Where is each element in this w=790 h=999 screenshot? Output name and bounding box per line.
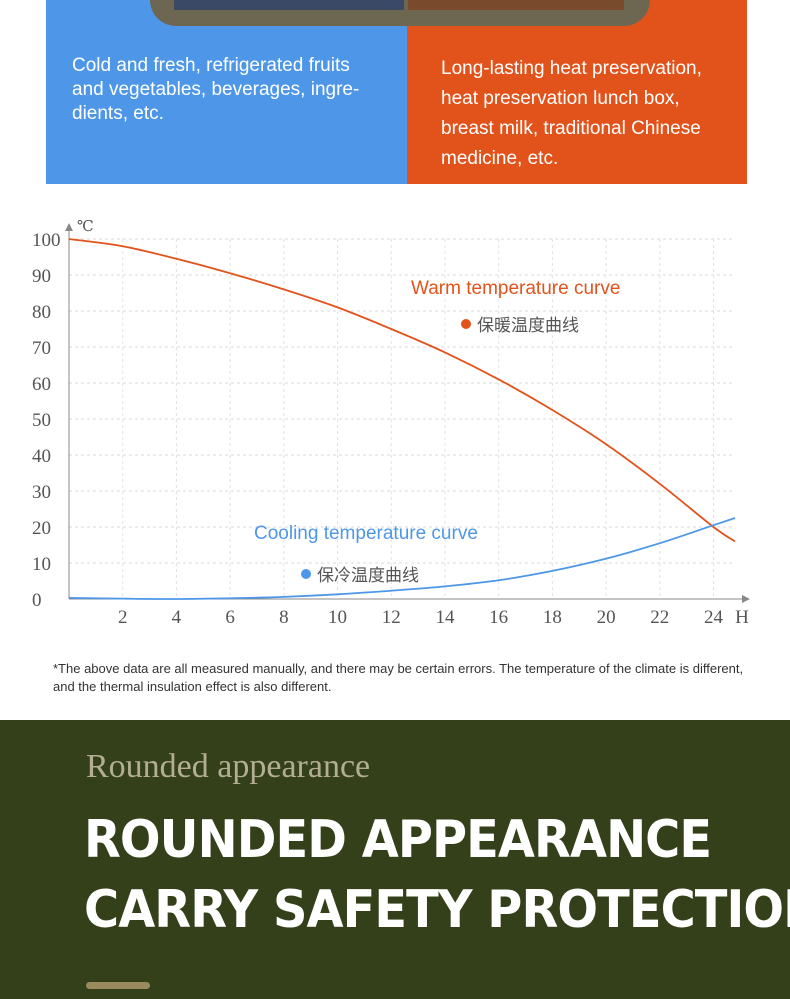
- y-tick-label: 10: [32, 554, 51, 575]
- warm-description: Long-lasting heat preservation, heat pre…: [441, 54, 741, 174]
- cold-description-line: dients, etc.: [72, 103, 164, 124]
- cooling-legend-dot: [301, 569, 311, 579]
- x-tick-label: 2: [118, 607, 128, 628]
- warm-description-line: heat preservation lunch box,: [441, 88, 680, 109]
- warm-description-line: Long-lasting heat preservation,: [441, 58, 702, 79]
- x-tick-label: 14: [435, 607, 455, 628]
- warm-description-line: breast milk, traditional Chinese: [441, 118, 701, 139]
- cold-compartment-image: [174, 0, 404, 10]
- x-unit-label: H: [735, 607, 749, 628]
- cold-description-line: Cold and fresh, refrigerated fruits: [72, 55, 350, 76]
- headline-secondary: CARRY SAFETY PROTECTION: [84, 880, 790, 940]
- x-tick-label: 20: [597, 607, 616, 628]
- accent-bar: [86, 982, 150, 989]
- x-tick-label: 6: [225, 607, 235, 628]
- feature-section: Rounded appearance ROUNDED APPEARANCE CA…: [0, 720, 790, 999]
- y-tick-label: 70: [32, 338, 51, 359]
- headline-primary: ROUNDED APPEARANCE: [84, 810, 712, 870]
- y-tick-label: 30: [32, 482, 51, 503]
- section-subtitle: Rounded appearance: [86, 748, 371, 785]
- warm-curve-label: Warm temperature curve: [411, 278, 620, 299]
- warm-compartment-image: [408, 0, 624, 10]
- warm-legend-dot: [461, 319, 471, 329]
- cooling-curve-label: Cooling temperature curve: [254, 523, 478, 544]
- cold-band: [46, 0, 407, 184]
- x-tick-label: 18: [543, 607, 562, 628]
- y-tick-label: 0: [32, 590, 42, 611]
- disclaimer-note: *The above data are all measured manuall…: [53, 661, 744, 694]
- y-tick-label: 20: [32, 518, 51, 539]
- x-tick-label: 10: [328, 607, 347, 628]
- warm-curve-label-cn: 保暖温度曲线: [477, 316, 579, 336]
- y-tick-label: 40: [32, 446, 51, 467]
- warm-description-line: medicine, etc.: [441, 148, 559, 169]
- top-bands: Cold and fresh, refrigerated fruits and …: [0, 0, 790, 184]
- cold-description-line: and vegetables, beverages, ingre-: [72, 79, 360, 100]
- x-tick-label: 12: [382, 607, 401, 628]
- cooling-curve-label-cn: 保冷温度曲线: [317, 566, 419, 586]
- warm-band: [407, 0, 747, 184]
- x-axis-arrow: [742, 595, 750, 603]
- y-tick-label: 60: [32, 374, 51, 395]
- product-image: [150, 0, 650, 26]
- x-tick-label: 4: [172, 607, 182, 628]
- series: [68, 238, 736, 600]
- warm-curve: [68, 238, 736, 543]
- cooling-curve: [68, 517, 736, 600]
- y-unit-label: ℃: [77, 217, 94, 235]
- x-tick-label: 24: [704, 607, 724, 628]
- axes: [65, 223, 750, 603]
- y-tick-label: 80: [32, 302, 51, 323]
- y-axis-arrow: [65, 223, 73, 231]
- x-tick-label: 8: [279, 607, 289, 628]
- y-tick-label: 50: [32, 410, 51, 431]
- y-tick-label: 90: [32, 266, 51, 287]
- x-tick-label: 22: [650, 607, 669, 628]
- y-tick-label: 100: [32, 230, 61, 251]
- x-tick-label: 16: [489, 607, 508, 628]
- series-labels: Warm temperature curve 保暖温度曲线 Cooling temp…: [254, 278, 620, 586]
- cold-description: Cold and fresh, refrigerated fruits and …: [72, 54, 392, 126]
- grid: [69, 238, 735, 599]
